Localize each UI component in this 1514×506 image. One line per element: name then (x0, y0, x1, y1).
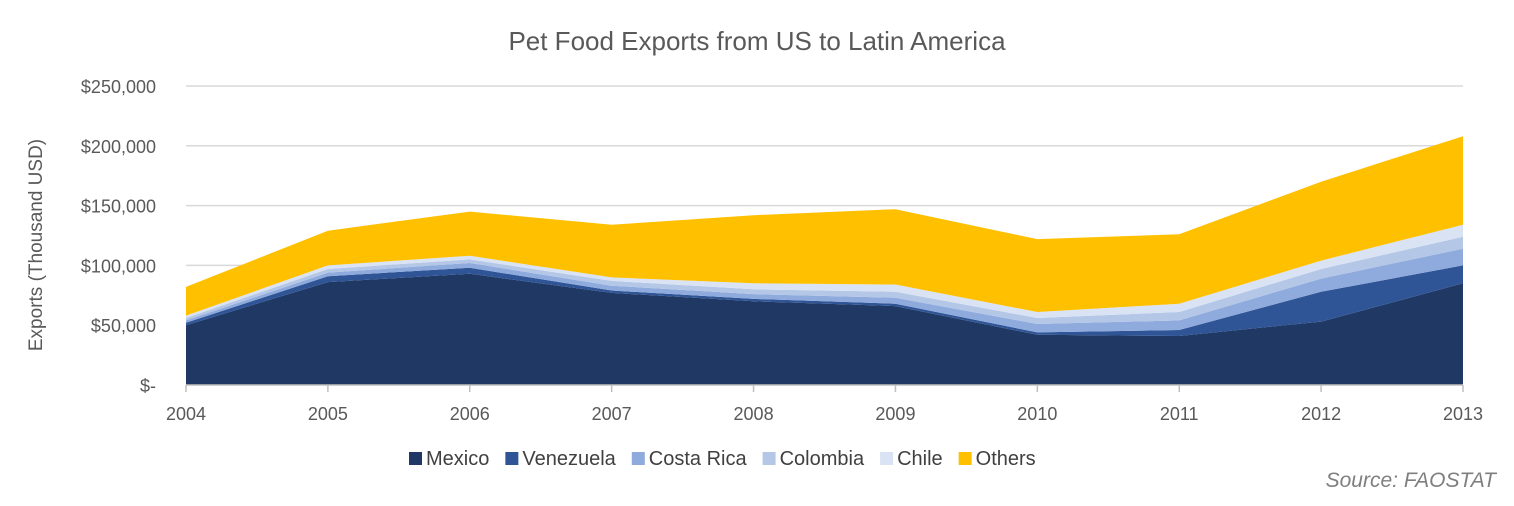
y-tick-label: $- (140, 376, 156, 396)
stacked-areas (186, 136, 1463, 385)
x-tick-label: 2005 (308, 404, 348, 424)
y-axis-ticks: $- $50,000 $100,000 $150,000 $200,000 $250,00… (81, 77, 156, 396)
y-axis-title: Exports (Thousand USD) (26, 139, 47, 351)
legend-swatch (631, 452, 645, 465)
area-costa-rica (186, 248, 1463, 333)
y-tick-label: $150,000 (81, 197, 156, 217)
legend-swatch (958, 452, 972, 465)
x-tick-label: 2013 (1443, 404, 1483, 424)
legend-swatch (762, 452, 776, 465)
axes (185, 384, 1464, 392)
y-tick-label: $200,000 (81, 137, 156, 157)
legend-item-others: Others (958, 448, 1036, 470)
x-tick-label: 2009 (875, 404, 915, 424)
chart-title: Pet Food Exports from US to Latin Americ… (508, 26, 1006, 56)
legend-item-mexico: Mexico (409, 448, 489, 470)
x-tick-label: 2010 (1017, 404, 1057, 424)
y-tick-label: $250,000 (81, 77, 156, 97)
y-tick-label: $50,000 (91, 316, 156, 336)
x-tick-label: 2006 (450, 404, 490, 424)
legend-item-chile: Chile (880, 448, 943, 470)
legend: Mexico Venezuela Costa Rica Colombia Chile Ot… (409, 448, 1036, 470)
area-mexico (186, 273, 1463, 385)
x-tick-label: 2004 (166, 404, 206, 424)
legend-label: Others (976, 448, 1036, 470)
legend-item-costa-rica: Costa Rica (631, 448, 748, 470)
legend-swatch (505, 452, 519, 465)
legend-label: Venezuela (522, 448, 616, 470)
legend-item-venezuela: Venezuela (505, 448, 617, 470)
legend-item-colombia: Colombia (762, 448, 865, 470)
legend-swatch (880, 452, 894, 465)
legend-label: Mexico (426, 448, 489, 470)
x-axis-ticks: 2004 2005 2006 2007 2008 2009 2010 2011 2012 2013 (166, 404, 1483, 424)
legend-label: Chile (897, 448, 943, 470)
x-tick-label: 2007 (592, 404, 632, 424)
x-tick-label: 2011 (1160, 404, 1199, 424)
y-tick-label: $100,000 (81, 256, 156, 276)
x-tick-label: 2008 (734, 404, 774, 424)
legend-label: Costa Rica (649, 448, 748, 470)
source-note: Source: FAOSTAT (1326, 469, 1499, 492)
legend-label: Colombia (780, 448, 865, 470)
area-others (186, 136, 1463, 316)
legend-swatch (409, 452, 422, 465)
x-tick-label: 2012 (1301, 404, 1341, 424)
